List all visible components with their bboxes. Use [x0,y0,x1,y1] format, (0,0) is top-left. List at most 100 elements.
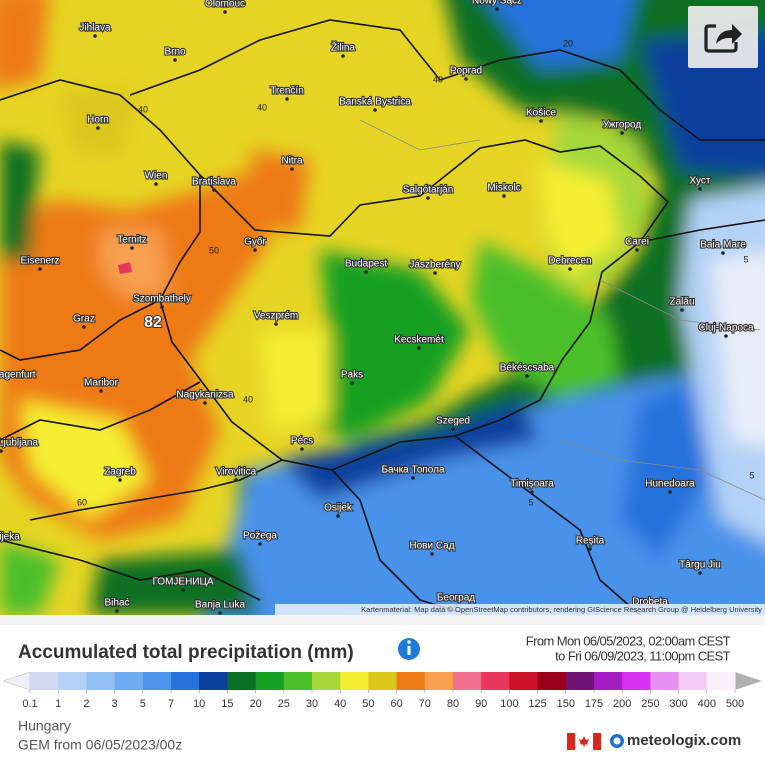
contour-label: 60 [77,497,87,507]
place-dot [118,478,122,482]
scale-label: 2 [83,698,89,710]
place-dot [525,374,529,378]
canada-flag [567,733,601,750]
scale-label: 50 [362,698,374,710]
place-label: Cluj-Napoca [698,323,753,334]
place-dot [530,490,534,494]
place-label: Paks [341,370,363,381]
scale-swatch [340,672,369,690]
place-dot [721,251,725,255]
place-label: Brno [164,47,186,58]
place-dot [417,346,421,350]
place-dot [160,305,164,309]
brand: meteologix.com [627,732,741,749]
scale-swatch [227,672,257,690]
place-dot [635,248,639,252]
brand-logo-inner [613,737,621,745]
scale-swatch [509,672,539,690]
minor-borders [359,119,765,501]
place-label: Nitra [281,156,303,167]
scale-swatch [481,672,510,690]
place-label: Bratislava [192,177,236,188]
place-dot [724,334,728,338]
place-label: Budapest [345,259,387,270]
scale-label: 300 [669,698,687,710]
scale-swatch [650,672,680,690]
scale-label: 20 [249,698,261,710]
share-button[interactable] [688,6,758,68]
contour-label: 20 [563,38,573,48]
place-label: Nowy Sącz [472,0,522,7]
place-label: Győr [244,237,266,248]
place-dot [433,271,437,275]
scale-swatch [424,672,454,690]
place-label: Eisenerz [21,256,60,267]
contour-label: 40 [433,74,443,84]
place-dot [181,588,185,592]
place-label: Nagykanizsa [176,390,234,401]
info-icon-dot[interactable] [407,640,411,644]
place-label: Maribor [84,378,119,389]
place-label: Ужгород [603,120,642,131]
place-label: Бачка Топола [381,465,445,476]
place-dot [698,571,702,575]
flag-right [593,733,601,750]
borders [0,19,765,615]
scale-label: 5 [140,698,146,710]
scale-label: 10 [193,698,205,710]
place-dot [115,609,119,613]
contour-label: 5 [743,254,748,264]
place-dot [300,447,304,451]
place-dot [698,187,702,191]
share-arrow[interactable] [716,24,742,44]
place-label: Reșita [576,536,605,547]
info-button[interactable] [398,638,420,660]
place-dot [203,401,207,405]
place-dot [668,490,672,494]
place-label: Rijeka [0,532,20,543]
place-dot [430,552,434,556]
place-label: Jászberény [409,260,460,271]
place-dot [364,270,368,274]
max-value-label: 82 [144,314,162,331]
place-dot [0,449,3,453]
place-dot [99,389,103,393]
info-icon-stem[interactable] [407,646,411,655]
attribution: Kartenmaterial: Map data © OpenStreetMap… [361,605,762,614]
scale-swatch [565,672,595,690]
place-label: Bihać [104,598,129,609]
scale-swatch [86,672,116,690]
place-dot [568,267,572,271]
flag-left [567,733,575,750]
share-icon[interactable] [704,24,738,53]
scale-label: 100 [500,698,518,710]
scale-swatch [114,672,144,690]
scale-swatch [706,672,736,690]
place-dot [212,188,216,192]
scale-label: 0.1 [22,698,37,710]
place-label: Virovitica [216,467,257,478]
place-label: Baia Mare [700,240,746,251]
place-label: Žilina [331,41,355,54]
place-dot [502,194,506,198]
scale-swatch [594,672,623,690]
legend-title: Accumulated total precipitation (mm) [18,642,354,663]
contour-label: 50 [209,245,219,255]
period-to: to Fri 06/09/2023, 11:00pm CEST [555,648,730,663]
scale-swatch [283,672,313,690]
divider [0,615,765,625]
place-dot [539,119,543,123]
contour-label: 40 [138,104,148,114]
place-label: Timișoara [510,479,554,490]
place-label: Veszprém [254,311,298,322]
place-label: Wien [145,171,168,182]
period-from: From Mon 06/05/2023, 02:00am CEST [526,633,731,648]
place-label: Hunedoara [645,479,695,490]
scale-label: 200 [613,698,631,710]
scale-label: 70 [419,698,431,710]
scale-swatch [453,672,482,690]
place-label: Carei [625,237,649,248]
place-dot [620,131,624,135]
attribution-box [275,604,765,615]
